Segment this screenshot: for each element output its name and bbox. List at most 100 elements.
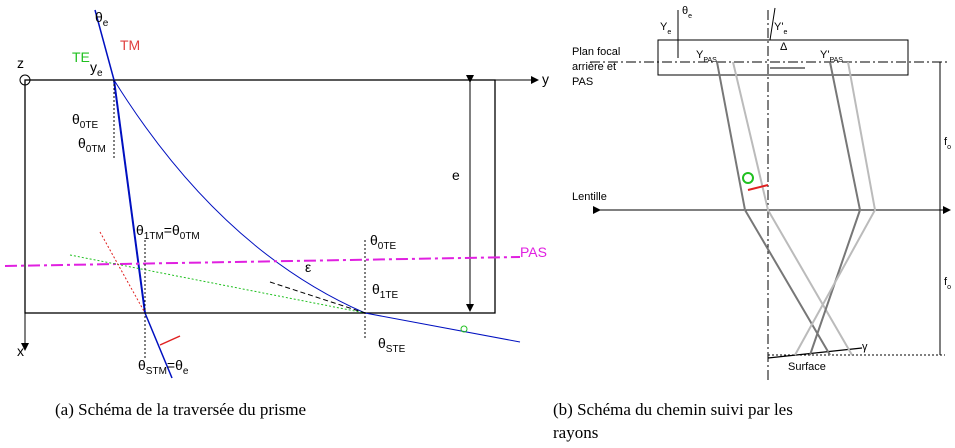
- label-text: x: [17, 343, 24, 359]
- label-text: θ: [138, 357, 146, 373]
- label-text: θ: [78, 135, 86, 151]
- subscript: 0TM: [86, 144, 106, 155]
- label: Y'PAS: [820, 49, 843, 64]
- surface: [767, 347, 863, 359]
- label-text: θ: [682, 5, 688, 17]
- label-text: θ: [370, 232, 378, 248]
- label-text: Y: [660, 21, 668, 33]
- diagram-b: [590, 7, 951, 380]
- caption: (b) Schéma du chemin suivi par les: [553, 400, 793, 419]
- subscript: PAS: [703, 57, 717, 64]
- label: γ: [862, 341, 868, 353]
- label-text: θ: [378, 335, 386, 351]
- diagram-a: [4, 9, 539, 379]
- green-dotted: [69, 254, 366, 314]
- label-text: arrière et: [572, 61, 616, 73]
- ray-te-out: [364, 312, 521, 343]
- polar: [747, 184, 769, 191]
- label-text: PAS: [520, 244, 547, 260]
- ray: [794, 61, 877, 356]
- label-text: Plan focal: [572, 46, 620, 58]
- label-text: TM: [120, 37, 140, 53]
- label: ye: [90, 59, 103, 79]
- subscript: o: [947, 284, 951, 291]
- label-text: TE: [72, 49, 90, 65]
- label: arrière et: [572, 61, 616, 73]
- pas-line: [4, 256, 521, 267]
- label: θSTM=θe: [138, 357, 189, 377]
- label: Lentille: [572, 191, 607, 203]
- label: θ0TE: [370, 232, 396, 252]
- label-text: Δ: [780, 41, 788, 53]
- polar: [742, 172, 754, 184]
- label: PAS: [572, 76, 593, 88]
- label-text: θ: [372, 281, 380, 297]
- label: θe: [682, 5, 692, 20]
- subscript: 1TE: [380, 290, 399, 301]
- label: e: [452, 167, 460, 183]
- label-text: e: [452, 167, 460, 183]
- label-text: θ: [136, 222, 144, 238]
- prism: [24, 79, 496, 314]
- subscript: STM: [146, 366, 167, 377]
- label: θ1TE: [372, 281, 398, 301]
- label: TE: [72, 49, 90, 65]
- label: Y'e: [774, 21, 787, 36]
- subscript: o: [947, 144, 951, 151]
- subscript: 0TE: [378, 241, 397, 252]
- subscript: 0TM: [180, 231, 200, 242]
- subscript: STE: [386, 344, 406, 355]
- label-text: z: [17, 55, 24, 71]
- subscript: e: [183, 366, 189, 377]
- label: TM: [120, 37, 140, 53]
- caption: (a) Schéma de la traversée du prisme: [55, 400, 306, 419]
- beam-out: [769, 7, 776, 41]
- subscript: e: [667, 29, 671, 36]
- label-text: f: [944, 276, 948, 288]
- red-dotted: [99, 231, 146, 314]
- label-text: =θ: [164, 222, 180, 238]
- subscript: 1TM: [144, 231, 164, 242]
- label-text: θ: [72, 111, 80, 127]
- ray: [809, 61, 862, 356]
- label: Ye: [660, 21, 671, 36]
- label: YPAS: [696, 49, 717, 64]
- label: y: [542, 71, 549, 87]
- ray-in: [94, 9, 115, 81]
- ray-tm: [113, 79, 146, 314]
- label-text: θ: [95, 9, 103, 25]
- label: fo: [944, 276, 951, 291]
- label: θ0TE: [72, 111, 98, 131]
- caption: rayons: [553, 423, 598, 442]
- ray-tm-out: [144, 312, 173, 379]
- label: ε: [305, 259, 311, 275]
- label-text: y: [542, 71, 549, 87]
- label: θSTE: [378, 335, 406, 355]
- label-text: Surface: [788, 361, 826, 373]
- label-text: y: [90, 59, 97, 75]
- label-text: PAS: [572, 76, 593, 88]
- label-text: f: [944, 136, 948, 148]
- subscript: e: [783, 29, 787, 36]
- subscript: e: [97, 68, 103, 79]
- label: θ0TM: [78, 135, 106, 155]
- label-text: Lentille: [572, 191, 607, 203]
- label-text: =θ: [167, 357, 183, 373]
- label-text: Y': [820, 49, 829, 61]
- ray: [732, 61, 853, 356]
- tangent: [269, 281, 366, 314]
- polar: [460, 325, 468, 333]
- label: Surface: [788, 361, 826, 373]
- focal-plane: [657, 39, 909, 76]
- z-axis: [19, 74, 31, 86]
- label: θe: [95, 9, 109, 29]
- label: fo: [944, 136, 951, 151]
- label-text: Y': [774, 21, 783, 33]
- ray: [716, 61, 831, 356]
- label-text: Y: [696, 49, 704, 61]
- label-text: ε: [305, 259, 311, 275]
- subscript: e: [688, 13, 692, 20]
- label-text: γ: [862, 341, 868, 353]
- subscript: e: [103, 18, 109, 29]
